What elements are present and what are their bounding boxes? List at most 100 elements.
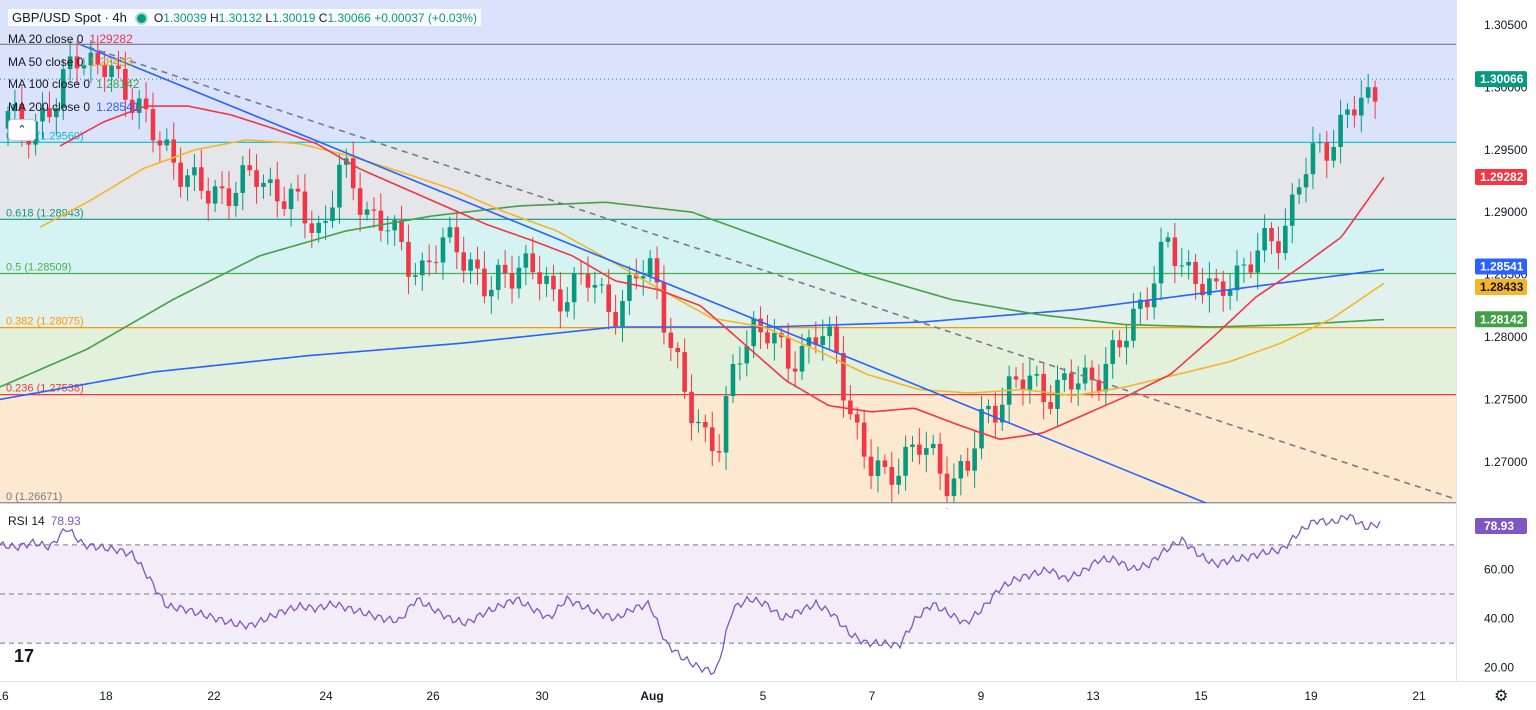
price-tick-label: 1.29500 [1484, 143, 1528, 157]
candle-body [903, 446, 908, 476]
candle-body [558, 289, 563, 312]
candle [1248, 251, 1254, 279]
collapse-legend-button[interactable]: ⌃ [8, 119, 36, 141]
candle-body [12, 103, 18, 112]
symbol-title[interactable]: GBP/USD Spot · 4h [12, 10, 127, 25]
candle-body [447, 227, 453, 238]
candle [979, 395, 984, 460]
candle [882, 454, 888, 475]
time-tick-label: 15 [1194, 689, 1208, 703]
candle-body [965, 461, 971, 471]
candle [288, 183, 294, 227]
candle-body [1034, 373, 1040, 376]
candle-body [1372, 87, 1378, 102]
candle-body [551, 275, 556, 290]
market-status-icon [136, 14, 146, 24]
candle [544, 266, 549, 297]
candle [406, 224, 411, 295]
fib-zone [0, 327, 1456, 395]
candle-body [1068, 373, 1074, 390]
candle-body [1276, 241, 1281, 254]
price-label-bg [1475, 278, 1527, 295]
candle [1110, 329, 1116, 379]
candle-body [274, 179, 280, 202]
candle [585, 256, 591, 302]
candle-body [1144, 299, 1150, 308]
candle-body [233, 192, 239, 206]
candle-body [606, 284, 611, 312]
time-tick-label: 16 [0, 689, 9, 703]
rsi-tick-label: 20.00 [1484, 661, 1514, 675]
candle [606, 269, 611, 330]
candle [599, 277, 605, 294]
candle [136, 90, 142, 130]
ma50-legend[interactable]: MA 50 close 0 1.28433 [8, 55, 133, 69]
candle [1062, 367, 1067, 392]
candle [965, 447, 971, 477]
candle-body [654, 258, 660, 283]
candle-body [592, 284, 598, 288]
chevron-up-icon: ⌃ [17, 124, 27, 136]
candle-body [357, 188, 363, 215]
candle-body [1213, 278, 1219, 282]
tradingview-logo-icon[interactable]: 17 [14, 646, 35, 666]
candle-body [247, 165, 252, 171]
candle-body [281, 201, 287, 210]
candle-body [882, 460, 888, 467]
candle [689, 374, 694, 441]
candle [634, 258, 639, 290]
gear-icon[interactable]: ⚙ [1494, 688, 1509, 705]
candle-body [109, 65, 114, 78]
ma200-legend-value: 1.28541 [96, 100, 140, 114]
candle [392, 215, 397, 247]
candle-body [1345, 109, 1350, 115]
candle [675, 342, 681, 369]
fib-level-label: 0.5 (1.28509) [6, 261, 71, 273]
candle [1082, 354, 1088, 391]
candle [516, 256, 522, 299]
candle-body [1317, 142, 1323, 144]
candle-body [896, 475, 901, 485]
candle-body [123, 68, 128, 100]
candle-body [316, 222, 322, 233]
candle [440, 227, 446, 280]
candle [330, 190, 335, 229]
candle [116, 50, 121, 79]
candle [143, 82, 149, 123]
candle-body [419, 260, 425, 276]
candle-body [199, 167, 204, 191]
candle-body [682, 352, 687, 392]
candle-body [999, 404, 1005, 423]
candle [910, 435, 915, 462]
candle-body [1234, 265, 1240, 291]
price-label-badge: 1.28142 [1475, 311, 1527, 328]
ma20-legend[interactable]: MA 20 close 0 1.29282 [8, 32, 133, 46]
candle-body [164, 139, 170, 146]
candle [854, 407, 860, 440]
price-label-bg [1475, 168, 1527, 185]
candle [233, 181, 239, 217]
candle [102, 50, 107, 92]
candle [433, 245, 439, 274]
candle-body [1227, 290, 1233, 296]
candle-body [530, 253, 536, 273]
rsi-legend[interactable]: RSI 14 78.93 [8, 514, 81, 528]
candle-body [489, 289, 494, 297]
time-tick-label: 13 [1086, 689, 1100, 703]
candle-body [703, 421, 708, 428]
descending-trendline [77, 42, 1213, 507]
candle [1041, 362, 1046, 420]
close-value: 1.30066 [327, 11, 371, 25]
candle-body [599, 284, 605, 286]
candle-body [136, 98, 142, 113]
candle-body [585, 273, 591, 288]
candle [426, 244, 432, 277]
ma100-legend[interactable]: MA 100 close 0 1.28142 [8, 77, 139, 91]
candle-body [1283, 225, 1288, 254]
ma200-legend[interactable]: MA 200 close 0 1.28541 [8, 100, 139, 114]
candle-body [81, 65, 87, 69]
candle [917, 428, 922, 465]
candle-body [88, 52, 94, 66]
candle-body [917, 444, 922, 455]
